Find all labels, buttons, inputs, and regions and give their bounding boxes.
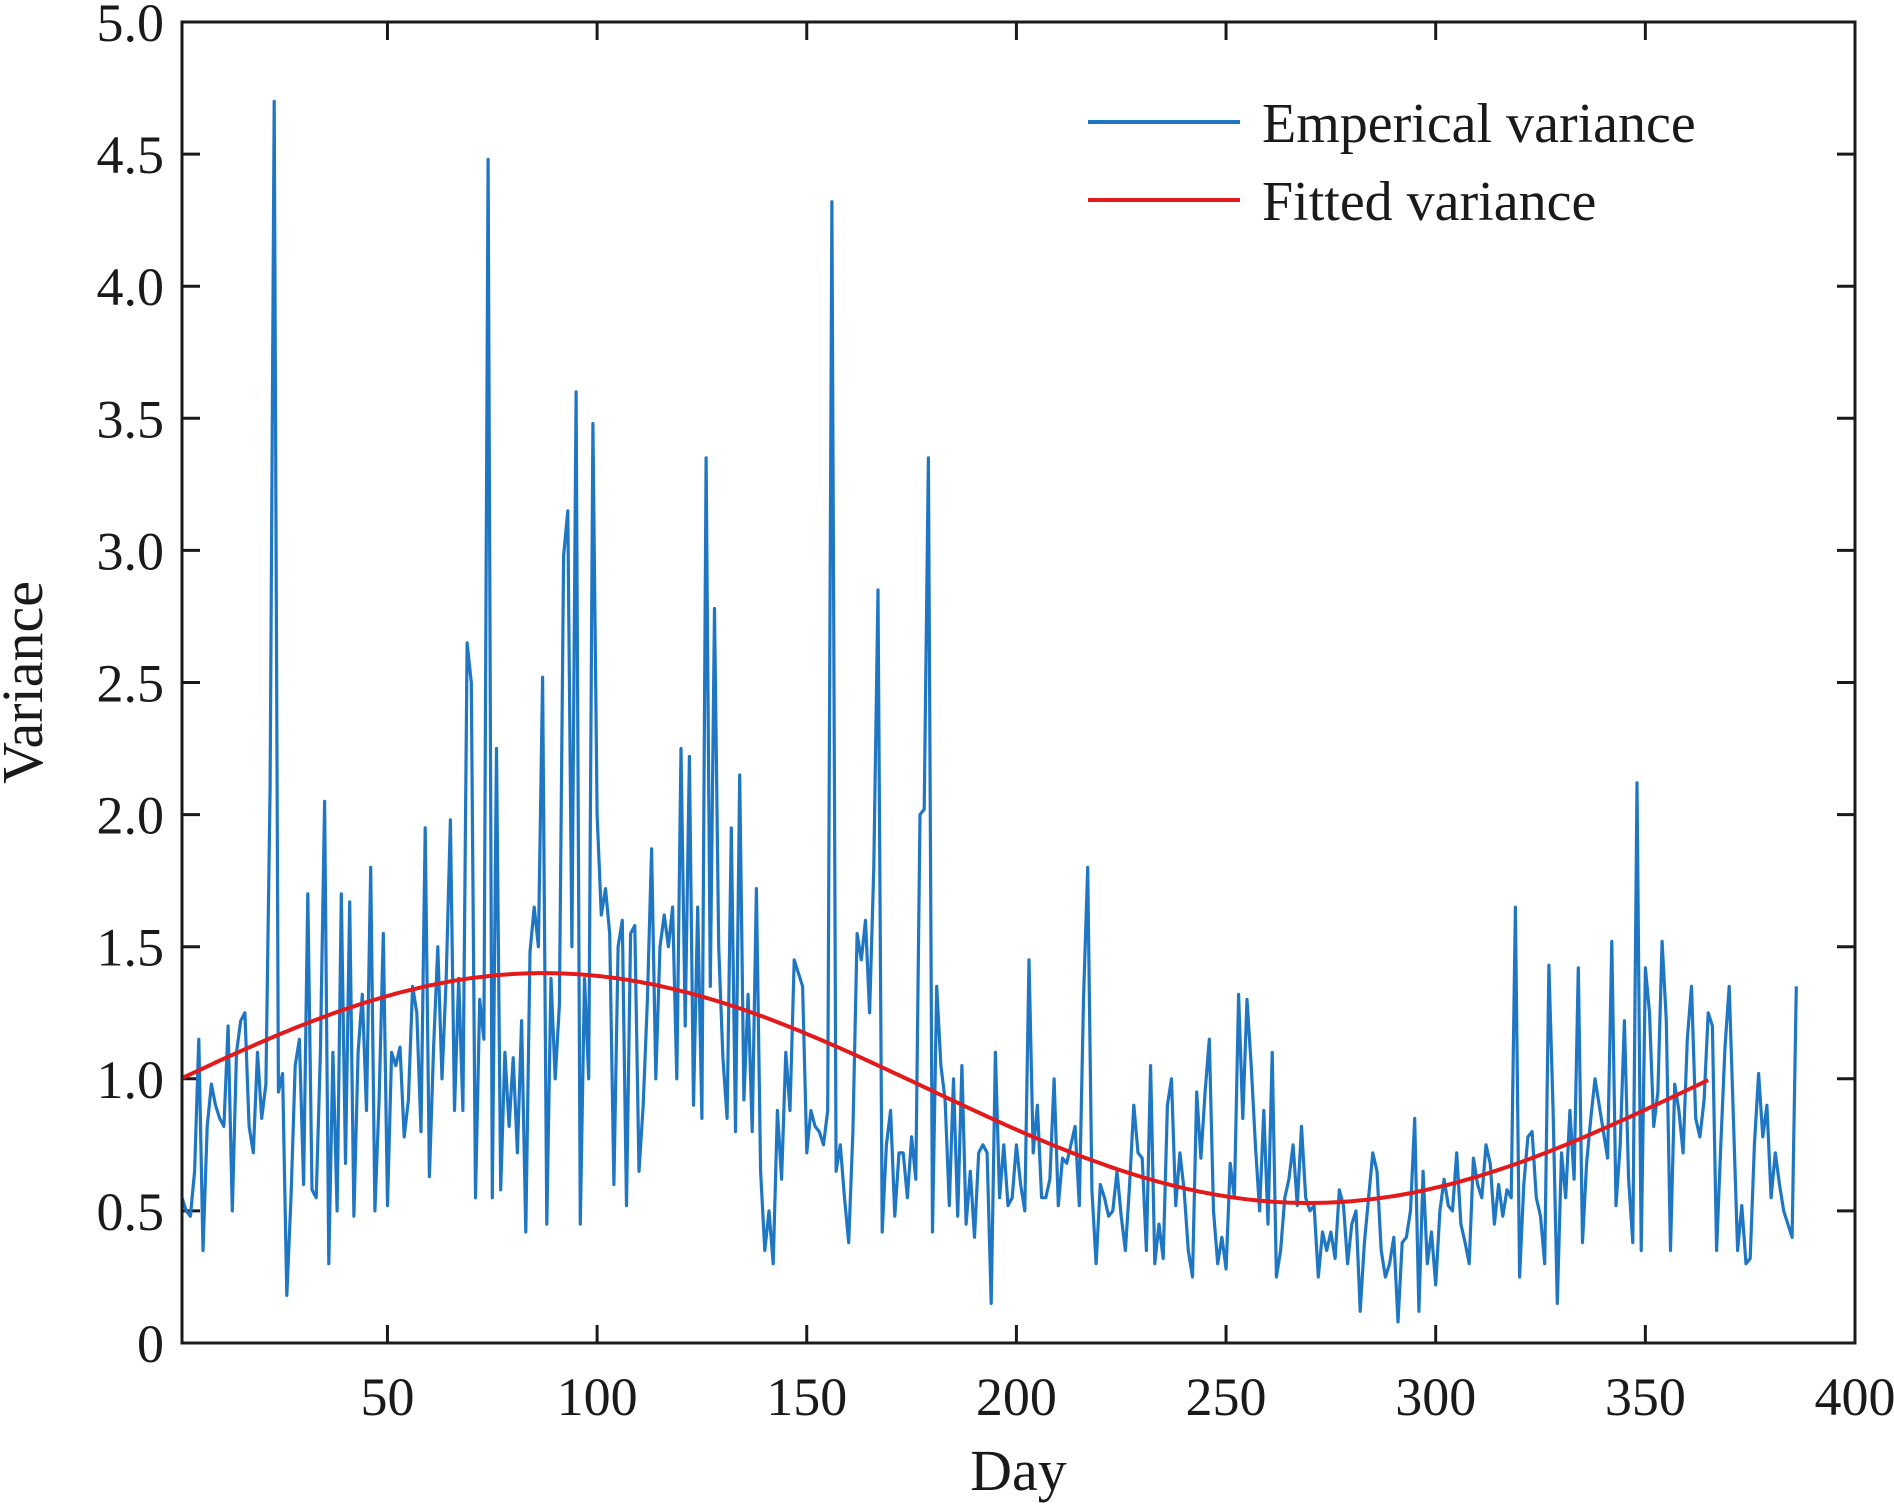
x-tick-label: 400 [1815,1367,1894,1427]
y-tick-label: 5.0 [97,0,165,53]
x-tick-label: 150 [766,1367,847,1427]
y-tick-label: 1.0 [97,1050,165,1110]
y-tick-label: 4.5 [97,125,165,185]
series-line-emperical-variance [180,99,1798,1324]
y-axis-ticks: 0 0.5 1.0 1.5 2.0 2.5 3.0 3.5 4.0 4.5 5.0 [97,0,1855,1374]
x-tick-label: 200 [976,1367,1057,1427]
legend-label-emperical-variance: Emperical variance [1262,93,1696,155]
x-tick-label: 250 [1186,1367,1267,1427]
legend: Emperical variance Fitted variance [1088,93,1696,233]
x-axis-ticks: 50 100 150 200 250 300 350 400 [360,22,1894,1427]
legend-label-fitted-variance: Fitted variance [1262,171,1596,233]
y-tick-label: 2.0 [97,786,165,846]
plot-frame [180,20,1857,1345]
y-tick-label: 0.5 [97,1182,165,1242]
x-tick-label: 350 [1605,1367,1686,1427]
x-tick-label: 50 [360,1367,414,1427]
y-tick-label: 2.5 [97,654,165,714]
y-tick-label: 4.0 [97,257,165,317]
x-tick-label: 100 [557,1367,638,1427]
series-line-fitted-variance [181,971,1710,1205]
x-tick-label: 300 [1395,1367,1476,1427]
y-tick-label: 0 [137,1314,164,1374]
y-tick-label: 1.5 [97,918,165,978]
y-tick-label: 3.0 [97,521,165,581]
plot-series [180,99,1798,1324]
y-axis-title: Variance [0,581,55,784]
y-tick-label: 3.5 [97,389,165,449]
x-axis-title: Day [970,1438,1067,1503]
